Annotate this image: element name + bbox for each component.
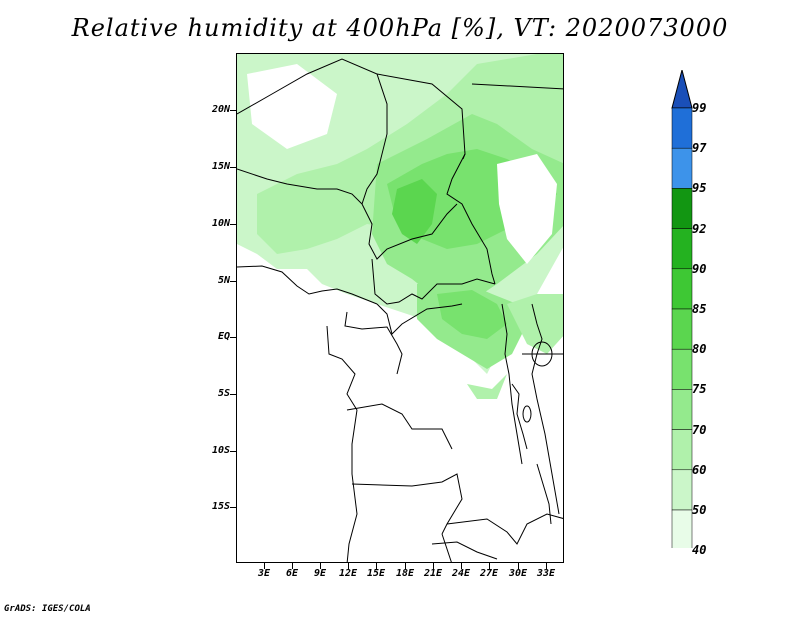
colorbar-label: 60 — [692, 462, 707, 477]
colorbar-segment — [671, 70, 693, 109]
lon-label: 18E — [395, 568, 415, 579]
lon-tick — [376, 563, 377, 569]
lon-tick — [489, 563, 490, 569]
lon-label: 27E — [479, 568, 499, 579]
colorbar-segment — [671, 429, 693, 471]
colorbar-label: 97 — [692, 141, 707, 156]
lat-tick — [230, 451, 236, 452]
colorbar-segment — [671, 348, 693, 390]
lon-label: 15E — [366, 568, 386, 579]
colorbar-label: 85 — [692, 302, 707, 316]
colorbar-label: 80 — [692, 342, 707, 357]
lon-label: 12E — [338, 568, 358, 579]
lake-outlines — [511, 341, 553, 525]
credit-text: GrADS: IGES/COLA — [4, 604, 91, 614]
lon-tick — [461, 563, 462, 569]
lon-tick — [320, 563, 321, 569]
colorbar-label: 99 — [692, 101, 707, 115]
colorbar-label: 95 — [692, 181, 707, 196]
colorbar-label: 70 — [692, 422, 707, 437]
lon-label: 30E — [508, 568, 528, 579]
lon-tick — [405, 563, 406, 569]
humidity-map — [237, 54, 563, 562]
lon-label: 33E — [536, 568, 556, 579]
lon-tick — [518, 563, 519, 569]
lon-label: 21E — [423, 568, 443, 579]
lat-label: 5N — [217, 275, 230, 286]
lon-tick — [433, 563, 434, 569]
colorbar-label: 92 — [692, 221, 707, 236]
lon-label: 9E — [313, 568, 327, 579]
colorbar-segment — [671, 308, 693, 350]
lon-label: 6E — [285, 568, 299, 579]
map-panel — [236, 53, 564, 563]
lat-tick — [230, 281, 236, 282]
lat-label: 10N — [211, 218, 230, 229]
lat-label: 15S — [211, 501, 230, 512]
lon-tick — [292, 563, 293, 569]
lat-label: 5S — [217, 388, 230, 399]
colorbar-segment — [671, 228, 693, 270]
lat-label: EQ — [217, 331, 230, 342]
colorbar-segment — [671, 147, 693, 189]
colorbar-label: 40 — [692, 543, 707, 558]
lon-tick — [264, 563, 265, 569]
lat-tick — [230, 337, 236, 338]
colorbar-segment — [671, 389, 693, 430]
lat-label: 20N — [211, 104, 230, 115]
colorbar-segment — [671, 469, 693, 511]
lat-tick — [230, 167, 236, 168]
lon-tick — [348, 563, 349, 569]
colorbar-label: 75 — [692, 382, 707, 397]
colorbar-segment — [671, 268, 693, 310]
lon-label: 3E — [257, 568, 271, 579]
map-title: Relative humidity at 400hPa [%], VT: 202… — [71, 14, 729, 42]
lon-label: 24E — [451, 568, 471, 579]
country-borders — [237, 58, 563, 562]
colorbar-label: 90 — [692, 261, 707, 276]
humidity-shading — [237, 54, 563, 562]
colorbar-segment — [671, 107, 693, 149]
colorbar — [671, 70, 693, 548]
lon-tick — [546, 563, 547, 569]
lat-tick — [230, 110, 236, 111]
lat-tick — [230, 394, 236, 395]
colorbar-segment — [671, 188, 693, 229]
lat-label: 15N — [211, 161, 230, 172]
colorbar-label: 50 — [692, 503, 707, 517]
colorbar-segment — [671, 509, 693, 548]
lat-tick — [230, 507, 236, 508]
lat-label: 10S — [211, 445, 230, 456]
lat-tick — [230, 224, 236, 225]
